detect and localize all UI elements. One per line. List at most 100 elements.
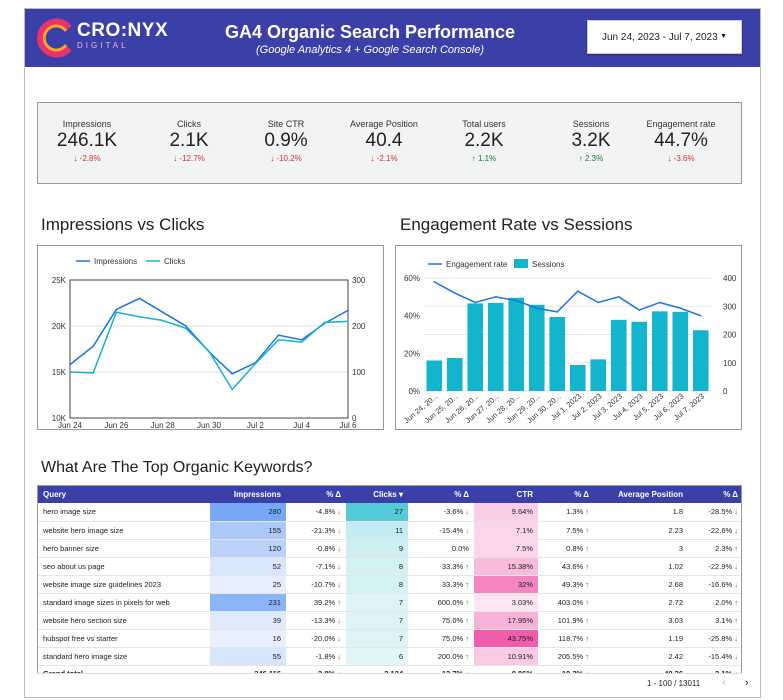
table-cell: 55	[210, 647, 286, 666]
y-right-tick-label: 100	[352, 368, 366, 377]
table-cell: -22.6% ↓	[688, 521, 741, 540]
y-right-tick-label: 0	[352, 414, 357, 423]
y-right-tick-label: 300	[723, 302, 737, 311]
table-row[interactable]: website hero image size 155 -21.3% ↓ 11 -15.…	[38, 521, 741, 540]
column-header[interactable]: % Δ	[408, 486, 474, 503]
down-arrow-icon: ↓	[734, 507, 738, 517]
metric-value: 3.2K	[571, 130, 611, 151]
column-header[interactable]: Average Position	[594, 486, 688, 503]
table-cell: 118.7% ↑	[538, 629, 594, 648]
metric-delta: ↑ 1.1%	[471, 154, 497, 163]
table-cell: 8	[346, 557, 408, 576]
pager-prev-icon[interactable]: ‹	[722, 677, 726, 689]
metric-site-ctr: Site CTR 0.9% ↓ -10.2%	[243, 103, 329, 163]
pager-next-icon[interactable]: ›	[745, 677, 749, 689]
down-arrow-icon: ↓	[337, 561, 341, 571]
table-cell: hubspot free vs starter	[38, 629, 210, 648]
column-header[interactable]: % Δ	[538, 486, 594, 503]
column-header[interactable]: Query	[38, 486, 210, 503]
down-arrow-icon: ↓	[337, 615, 341, 625]
table-row[interactable]: standard image sizes in pixels for web 23…	[38, 593, 741, 612]
table-body: hero image size 280 -4.8% ↓ 27 -3.6% ↓ 9.64% 1…	[38, 503, 741, 682]
date-range-value: Jun 24, 2023 - Jul 7, 2023	[602, 31, 718, 43]
sessions-bar	[672, 311, 689, 391]
table-cell: -22.9% ↓	[688, 557, 741, 576]
data-point	[185, 325, 187, 327]
data-point	[115, 308, 118, 311]
table-cell: 200.0% ↑	[408, 647, 474, 666]
metric-delta: ↓ -2.1%	[370, 154, 398, 163]
table-cell: -21.3% ↓	[286, 521, 346, 540]
table-cell: 7	[346, 629, 408, 648]
data-point	[277, 334, 280, 336]
sessions-bar	[590, 359, 607, 391]
y-right-tick-label: 400	[723, 274, 737, 283]
keywords-table: Query Impressions% Δ Clicks ▾% Δ CTR% Δ Aver…	[37, 485, 742, 690]
date-range-picker[interactable]: Jun 24, 2023 - Jul 7, 2023 ▼	[587, 20, 742, 54]
y-left-tick-label: 25K	[52, 276, 67, 285]
y-right-tick-label: 200	[352, 322, 366, 331]
column-header[interactable]: CTR	[474, 486, 538, 503]
column-header[interactable]: Clicks ▾	[346, 486, 408, 503]
sessions-bar	[508, 297, 525, 391]
metric-engagement-rate: Engagement rate 44.7% ↓ -3.6%	[638, 103, 724, 163]
data-point	[208, 350, 210, 353]
up-arrow-icon: ↑	[734, 543, 738, 553]
metric-sessions: Sessions 3.2K ↑ 2.3%	[548, 103, 634, 163]
down-arrow-icon: ↓	[465, 525, 469, 535]
x-tick-label: Jul 2	[247, 421, 264, 429]
down-arrow-icon: ↓	[337, 579, 341, 589]
sessions-bar	[569, 365, 586, 391]
data-point	[617, 296, 620, 298]
y-right-tick-label: 200	[723, 331, 737, 340]
metric-value: 40.4	[365, 130, 403, 151]
data-point	[699, 314, 702, 317]
data-point	[576, 290, 579, 292]
dropdown-arrow-icon: ▼	[720, 33, 727, 40]
table-pager: 1 - 100 / 13011 ‹ ›	[37, 673, 749, 693]
table-cell: 27	[346, 503, 408, 522]
table-cell: 7	[346, 611, 408, 630]
table-cell: hero banner size	[38, 539, 210, 558]
table-cell: 9.64%	[474, 503, 538, 522]
column-header[interactable]: % Δ	[688, 486, 741, 503]
down-arrow-icon: ↓	[734, 579, 738, 589]
table-row[interactable]: standard hero image size 55 -1.8% ↓ 6 200.0%…	[38, 647, 741, 666]
table-row[interactable]: hero image size 280 -4.8% ↓ 27 -3.6% ↓ 9.64% 1…	[38, 503, 741, 522]
data-point	[92, 345, 94, 348]
metric-delta: ↓ -2.8%	[73, 154, 101, 163]
table-cell: 1.02	[594, 557, 688, 576]
table-row[interactable]: website image size guidelines 2023 25 -10.…	[38, 575, 741, 594]
table-cell: -4.8% ↓	[286, 503, 346, 522]
table-cell: 25	[210, 575, 286, 594]
table-cell: -15.4% ↓	[408, 521, 474, 540]
y-left-tick-label: 20K	[52, 322, 67, 331]
sessions-bar	[692, 330, 709, 391]
table-cell: 3	[594, 539, 688, 558]
table-row[interactable]: website hero section size 39 -13.3% ↓ 7 75.0…	[38, 611, 741, 630]
x-tick-label: Jun 28	[151, 421, 176, 429]
metric-label: Engagement rate	[646, 119, 716, 129]
data-point	[300, 341, 303, 343]
data-point	[138, 297, 141, 300]
table-cell: 17.95%	[474, 611, 538, 630]
sessions-bar	[528, 304, 545, 391]
metric-value: 246.1K	[56, 130, 118, 151]
table-cell: 2.72	[594, 593, 688, 612]
legend-label: Engagement rate	[446, 260, 508, 269]
line-chart-svg: 10K 15K 20K 25K 0 100 200 300 Jun 24 Jun 26 Jun 28…	[52, 257, 366, 430]
y-left-tick-label: 60%	[404, 274, 420, 283]
table-row[interactable]: seo about us page 52 -7.1% ↓ 8 33.3% ↑ 15.38%…	[38, 557, 741, 576]
table-row[interactable]: hubspot free vs starter 16 -20.0% ↓ 7 75.0% …	[38, 629, 741, 648]
metric-value: 2.1K	[169, 130, 209, 151]
column-header[interactable]: Impressions	[210, 486, 286, 503]
legend-swatch	[514, 259, 528, 268]
data-point	[231, 373, 233, 375]
sessions-bar	[651, 311, 668, 391]
table-cell: 2.3% ↑	[688, 539, 741, 558]
table-cell: -16.6% ↓	[688, 575, 741, 594]
column-header[interactable]: % Δ	[286, 486, 346, 503]
up-arrow-icon: ↑	[585, 525, 589, 535]
data-point	[254, 362, 257, 365]
table-row[interactable]: hero banner size 120 -0.8% ↓ 9 0.0% 7.5% 0.8% …	[38, 539, 741, 558]
